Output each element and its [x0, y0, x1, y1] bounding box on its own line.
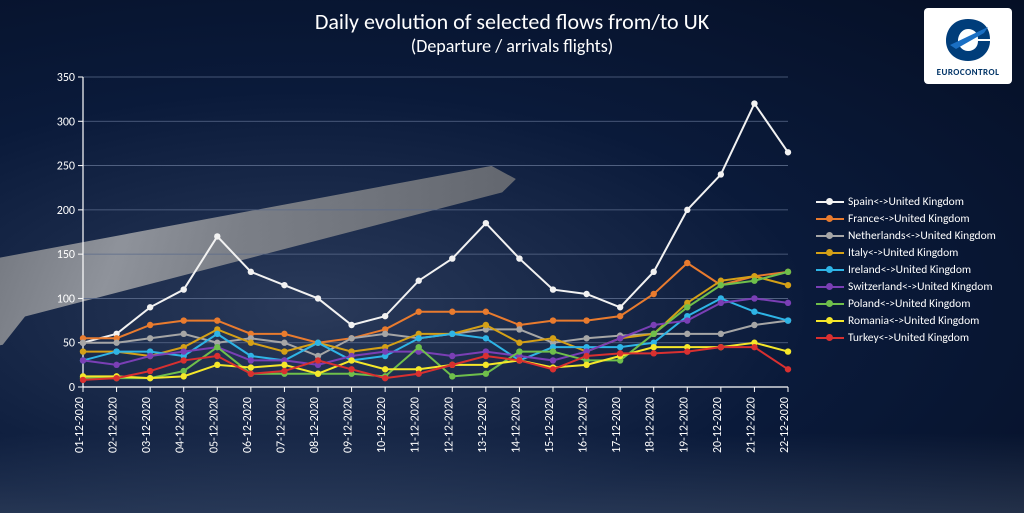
svg-text:200: 200: [57, 204, 75, 218]
legend-marker: [816, 299, 844, 309]
legend-marker: [816, 282, 844, 292]
chart-legend: Spain<->United Kingdom France<->United Ki…: [816, 195, 1016, 348]
legend-label: France<->United Kingdom: [848, 212, 970, 226]
legend-item: Ireland<->United Kingdom: [816, 263, 1016, 277]
svg-text:0: 0: [69, 381, 75, 395]
legend-label: Romania<->United Kingdom: [848, 314, 979, 328]
legend-item: Italy<->United Kingdom: [816, 246, 1016, 260]
svg-text:13-12-2020: 13-12-2020: [476, 397, 490, 453]
svg-text:15-12-2020: 15-12-2020: [543, 397, 557, 453]
legend-item: Switzerland<->United Kingdom: [816, 280, 1016, 294]
legend-item: France<->United Kingdom: [816, 212, 1016, 226]
legend-label: Ireland<->United Kingdom: [848, 263, 971, 277]
svg-text:05-12-2020: 05-12-2020: [207, 397, 221, 453]
svg-text:02-12-2020: 02-12-2020: [107, 397, 121, 453]
svg-text:300: 300: [57, 115, 75, 129]
svg-text:16-12-2020: 16-12-2020: [577, 397, 591, 453]
svg-text:09-12-2020: 09-12-2020: [342, 397, 356, 453]
legend-label: Poland<->United Kingdom: [848, 297, 970, 311]
svg-text:250: 250: [57, 160, 75, 174]
svg-text:17-12-2020: 17-12-2020: [610, 397, 624, 453]
svg-text:08-12-2020: 08-12-2020: [308, 397, 322, 453]
chart-title: Daily evolution of selected flows from/t…: [212, 8, 812, 35]
svg-text:150: 150: [57, 248, 75, 262]
chart-svg: 0 50 100 150 200 250 300 350 01-12-2020 02-12-202…: [48, 72, 798, 472]
svg-text:06-12-2020: 06-12-2020: [241, 397, 255, 453]
legend-item: Turkey<->United Kingdom: [816, 331, 1016, 345]
legend-label: Netherlands<->United Kingdom: [848, 229, 996, 243]
svg-text:21-12-2020: 21-12-2020: [744, 397, 758, 453]
legend-item: Netherlands<->United Kingdom: [816, 229, 1016, 243]
svg-text:350: 350: [57, 72, 75, 85]
svg-text:10-12-2020: 10-12-2020: [375, 397, 389, 453]
svg-text:11-12-2020: 11-12-2020: [409, 397, 423, 453]
legend-marker: [816, 197, 844, 207]
svg-text:12-12-2020: 12-12-2020: [442, 397, 456, 453]
legend-item: Poland<->United Kingdom: [816, 297, 1016, 311]
svg-text:19-12-2020: 19-12-2020: [677, 397, 691, 453]
chart-title-block: Daily evolution of selected flows from/t…: [212, 8, 812, 57]
eurocontrol-logo: EUROCONTROL: [924, 8, 1012, 84]
svg-text:22-12-2020: 22-12-2020: [778, 397, 792, 453]
legend-label: Turkey<->United Kingdom: [848, 331, 969, 345]
legend-label: Switzerland<->United Kingdom: [848, 280, 993, 294]
svg-text:50: 50: [63, 337, 75, 351]
eurocontrol-logo-text: EUROCONTROL: [937, 67, 1000, 78]
chart-plot-area: 0 50 100 150 200 250 300 350 01-12-2020 02-12-202…: [48, 72, 798, 472]
svg-text:14-12-2020: 14-12-2020: [509, 397, 523, 453]
legend-label: Italy<->United Kingdom: [848, 246, 958, 260]
svg-text:03-12-2020: 03-12-2020: [140, 397, 154, 453]
legend-marker: [816, 265, 844, 275]
legend-marker: [816, 333, 844, 343]
svg-text:04-12-2020: 04-12-2020: [174, 397, 188, 453]
legend-marker: [816, 231, 844, 241]
legend-item: Spain<->United Kingdom: [816, 195, 1016, 209]
eurocontrol-logo-icon: [940, 15, 996, 65]
chart-subtitle: (Departure / arrivals flights): [212, 35, 812, 57]
svg-text:18-12-2020: 18-12-2020: [644, 397, 658, 453]
svg-text:20-12-2020: 20-12-2020: [711, 397, 725, 453]
legend-marker: [816, 248, 844, 258]
legend-marker: [816, 214, 844, 224]
svg-text:01-12-2020: 01-12-2020: [73, 397, 87, 453]
legend-item: Romania<->United Kingdom: [816, 314, 1016, 328]
legend-label: Spain<->United Kingdom: [848, 195, 964, 209]
legend-marker: [816, 316, 844, 326]
svg-text:100: 100: [57, 292, 75, 306]
svg-text:07-12-2020: 07-12-2020: [274, 397, 288, 453]
